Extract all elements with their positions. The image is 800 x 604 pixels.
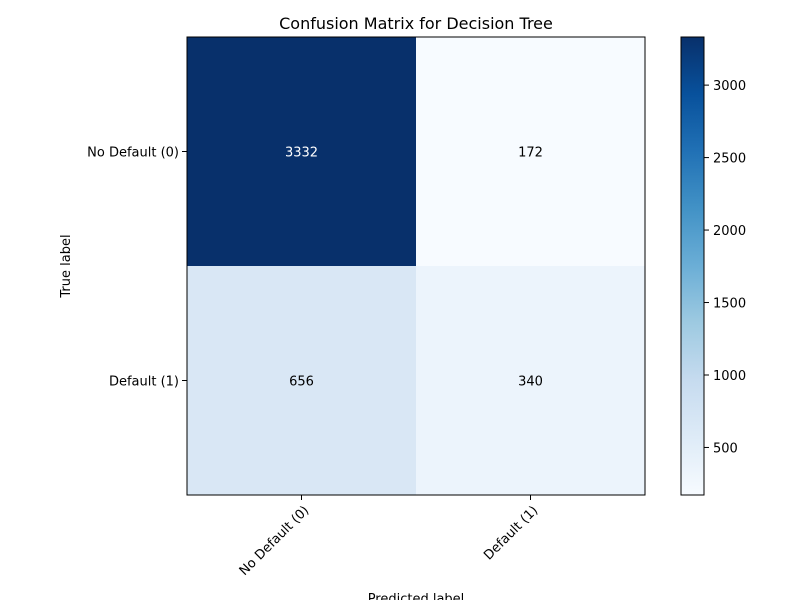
x-axis-label: Predicted label [368,592,465,600]
x-tick-label: No Default (0) [237,503,313,579]
y-axis-label: True label [59,234,74,298]
cell-value-labels: 3332 172 656 340 [285,146,543,390]
x-tick-label: Default (1) [481,503,541,563]
colorbar-tick-label: 2500 [713,152,746,167]
cell-value-label: 3332 [285,146,318,161]
plot-frame [186,36,646,496]
y-tick-label: No Default (0) [87,146,179,161]
y-tick-label: Default (1) [109,375,179,390]
heatmap-cell [187,37,416,266]
chart-title: Confusion Matrix for Decision Tree [279,14,553,33]
colorbar-tick-label: 3000 [713,79,746,94]
y-axis-ticks: No Default (0) Default (1) [87,146,187,390]
heatmap-cell [187,266,416,495]
colorbar-tick-label: 500 [713,441,738,456]
cell-value-label: 340 [518,375,543,390]
cell-value-label: 656 [289,375,314,390]
x-axis-ticks: No Default (0) Default (1) [237,495,541,579]
heatmap-cell [416,37,645,266]
heatmap-cell [416,266,645,495]
colorbar-tick-label: 1000 [713,369,746,384]
cell-value-label: 172 [518,146,543,161]
heatmap-cells [187,37,645,495]
colorbar [680,36,705,496]
colorbar-tick-label: 1500 [713,297,746,312]
colorbar-tick-label: 2000 [713,224,746,239]
colorbar-ticks: 500 1000 1500 2000 2500 3000 [704,79,746,456]
